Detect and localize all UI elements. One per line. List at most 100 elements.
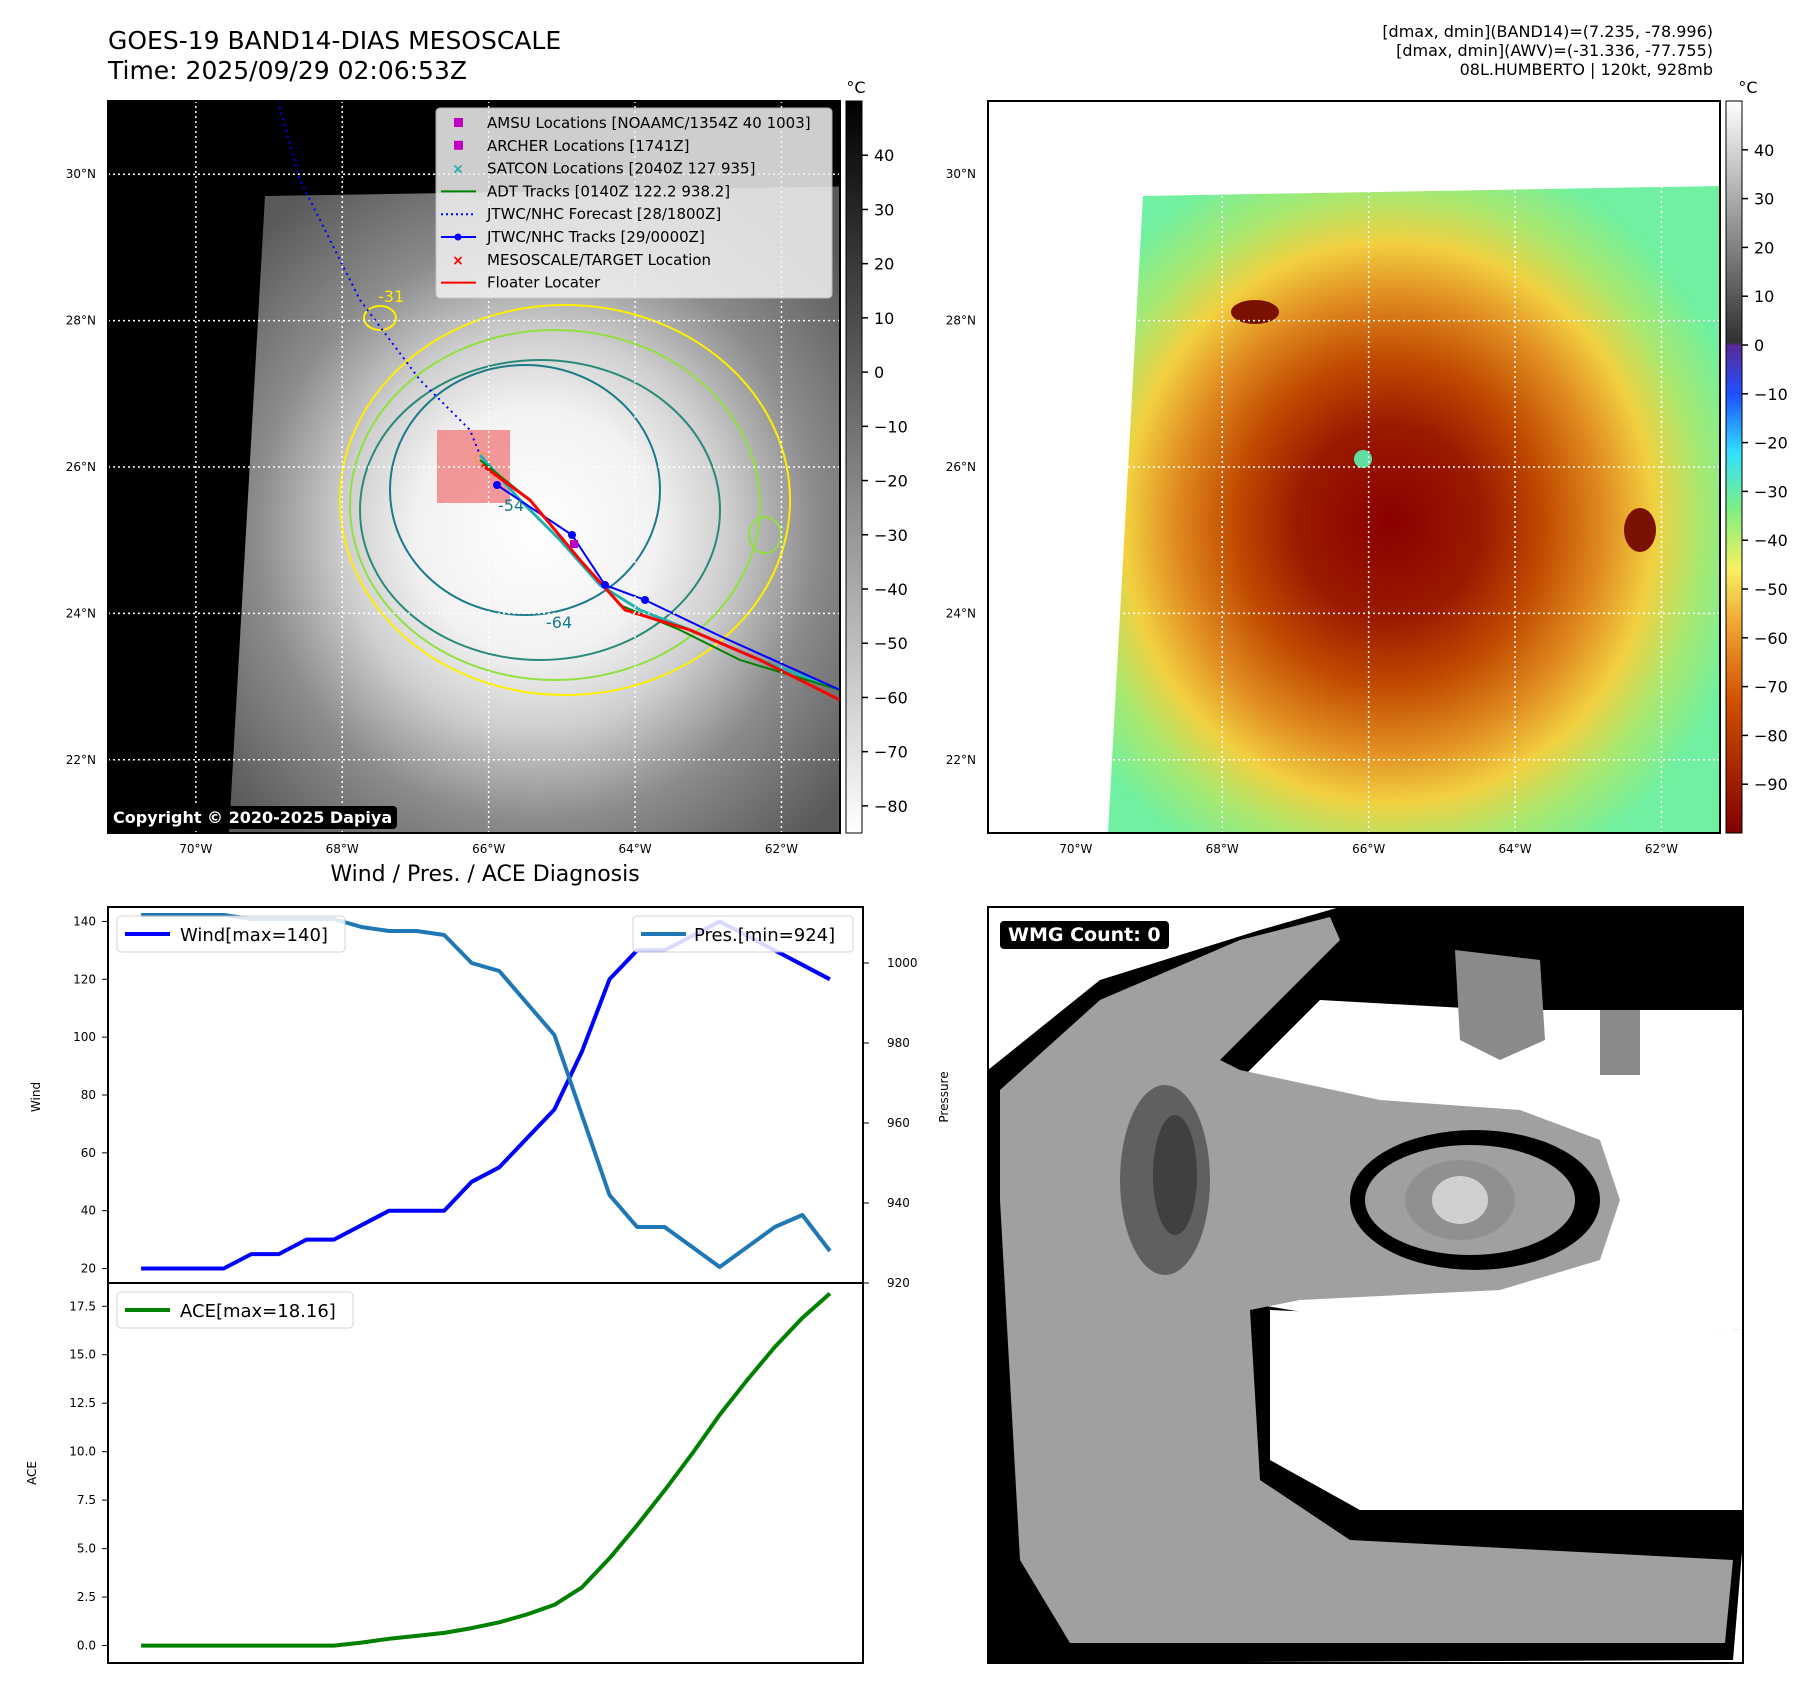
ace-series-line (141, 1292, 832, 1648)
ace-tick-label: 12.5 (69, 1396, 96, 1410)
map2-gridlines (988, 101, 1720, 833)
best-track-line (496, 484, 840, 691)
lat-tick-label: 26°N (66, 460, 96, 474)
wind-legend-box (116, 915, 346, 953)
lat-tick-label: 22°N (946, 753, 976, 767)
wind-tick-label: 80 (81, 1088, 96, 1102)
wind-tick-label: 140 (73, 914, 96, 928)
contour-label: -64 (546, 613, 572, 632)
colorbar-tick-label: −20 (1754, 434, 1788, 453)
lat-tick-label: 28°N (946, 314, 976, 328)
contour-label: -54 (498, 496, 524, 515)
figure-title: GOES-19 BAND14-DIAS MESOSCALE Time: 2025… (108, 26, 561, 86)
title-line-2: Time: 2025/09/29 02:06:53Z (108, 56, 467, 85)
wmg-gray-patch (1600, 1010, 1640, 1075)
colorbar-tick-label: −60 (1754, 629, 1788, 648)
track-point (641, 596, 649, 604)
info-line-3: 08L.HUMBERTO | 120kt, 928mb (1459, 60, 1713, 79)
lat-tick-label: 28°N (66, 314, 96, 328)
eye-marker (1354, 450, 1372, 468)
lat-tick-label: 30°N (946, 167, 976, 181)
pressure-tick-label: 980 (887, 1036, 910, 1050)
colorbar-tick-label: −70 (1754, 678, 1788, 697)
wmg-count-badge: WMG Count: 0 (1000, 921, 1169, 949)
diagnosis-chart: 20 40 60 80 100 120 140 920 940 960 980 1000 0.0 2.5 5… (25, 906, 951, 1664)
ir-map-panel: -54 -64 -31 30°N 28°N 26°N 24°N 22°N 70°W 68°W… (66, 100, 841, 856)
pressure-legend: Pres.[min=924] (632, 915, 854, 953)
wind-tick-label: 40 (81, 1204, 96, 1218)
ace-axis-label: ACE (25, 1461, 39, 1485)
pressure-tick-label: 1000 (887, 956, 918, 970)
contour-inner (359, 359, 721, 661)
track-point (601, 581, 609, 589)
amsu-marker (570, 540, 578, 548)
lat-tick-label: 30°N (66, 167, 96, 181)
best-track-points (493, 481, 649, 604)
wmg-frame (987, 906, 1744, 1664)
wind-tick-label: 100 (73, 1030, 96, 1044)
colorbar-tick-label: 20 (874, 255, 894, 274)
color-colorbar: °C 40 30 20 10 0 −10 −20 −30 −40 −50 −60 −70 −80 −90 (1725, 78, 1788, 834)
lat-tick-label: 26°N (946, 460, 976, 474)
colorbar-tick-label: 20 (1754, 238, 1774, 257)
ace-legend-box (116, 1291, 354, 1329)
contour-label: -31 (378, 287, 404, 306)
legend-box (435, 107, 833, 299)
ace-legend: ACE[max=18.16] (116, 1291, 354, 1329)
map2-frame (987, 100, 1721, 834)
colorbar-tick-label: 30 (874, 200, 894, 219)
lon-tick-label: 68°W (1206, 842, 1239, 856)
ace-tick-label: 0.0 (77, 1639, 96, 1653)
legend-marker (454, 140, 463, 150)
gray-colorbar: °C 40 30 20 10 0 −10 −20 −30 −40 −50 −60 −70 −80 (845, 78, 908, 834)
colorbar-tick-label: −40 (1754, 531, 1788, 550)
pressure-axis-label: Pressure (937, 1071, 951, 1122)
lat-tick-label: 24°N (66, 606, 96, 620)
gray-colorbar-gradient (845, 100, 863, 834)
contour-mid (349, 329, 761, 681)
map-frame (107, 100, 841, 834)
legend-marker: × (452, 253, 464, 269)
colorbar-tick-label: −80 (874, 797, 908, 816)
legend-marker-dot (454, 233, 462, 241)
pressure-tick-label: 940 (887, 1196, 910, 1210)
wind-pressure-axes (107, 906, 864, 1284)
contour-cell (363, 305, 397, 331)
colorbar-tick-label: 0 (874, 363, 884, 382)
wmg-dark-core (1153, 1115, 1197, 1235)
info-line-1: [dmax, dmin](BAND14)=(7.235, -78.996) (1382, 22, 1713, 41)
colorbar-tick-label: −80 (1754, 726, 1788, 745)
pressure-tick-label: 920 (887, 1276, 910, 1290)
copyright-badge: Copyright © 2020-2025 Dapiya (108, 806, 398, 829)
legend-label: SATCON Locations [2040Z 127 935] (487, 160, 755, 178)
wind-tick-label: 60 (81, 1146, 96, 1160)
colorbar-tick-label: −10 (874, 417, 908, 436)
ace-tick-label: 5.0 (77, 1542, 96, 1556)
legend-marker: × (452, 162, 464, 178)
info-line-2: [dmax, dmin](AWV)=(-31.336, -77.755) (1396, 41, 1713, 60)
lon-tick-label: 64°W (618, 842, 651, 856)
legend-label: AMSU Locations [NOAAMC/1354Z 40 1003] (487, 114, 811, 132)
colorbar-tick-label: −90 (1754, 775, 1788, 794)
wind-tick-label: 20 (81, 1262, 96, 1276)
lat-tick-label: 24°N (946, 606, 976, 620)
map-tick-labels: 30°N 28°N 26°N 24°N 22°N 70°W 68°W 66°W 64°W 62°W (66, 167, 798, 856)
colorbar-tick-label: −30 (1754, 482, 1788, 501)
legend-label: JTWC/NHC Forecast [28/1800Z] (486, 205, 721, 223)
wmg-eye (1432, 1176, 1488, 1224)
wind-axis-label: Wind (29, 1082, 43, 1112)
pressure-legend-label: Pres.[min=924] (694, 925, 835, 946)
cold-cell (1624, 508, 1656, 552)
legend-label: MESOSCALE/TARGET Location (487, 251, 711, 269)
wind-legend: Wind[max=140] (116, 915, 346, 953)
legend-label: ARCHER Locations [1741Z] (487, 137, 690, 155)
contour-cell (748, 516, 782, 554)
floater-track-line (481, 463, 840, 702)
ace-tick-label: 2.5 (77, 1590, 96, 1604)
track-point (493, 481, 501, 489)
lon-tick-label: 66°W (472, 842, 505, 856)
chart-title: Wind / Pres. / ACE Diagnosis (330, 862, 640, 887)
colorbar-tick-label: 30 (1754, 190, 1774, 209)
ace-tick-label: 10.0 (69, 1445, 96, 1459)
